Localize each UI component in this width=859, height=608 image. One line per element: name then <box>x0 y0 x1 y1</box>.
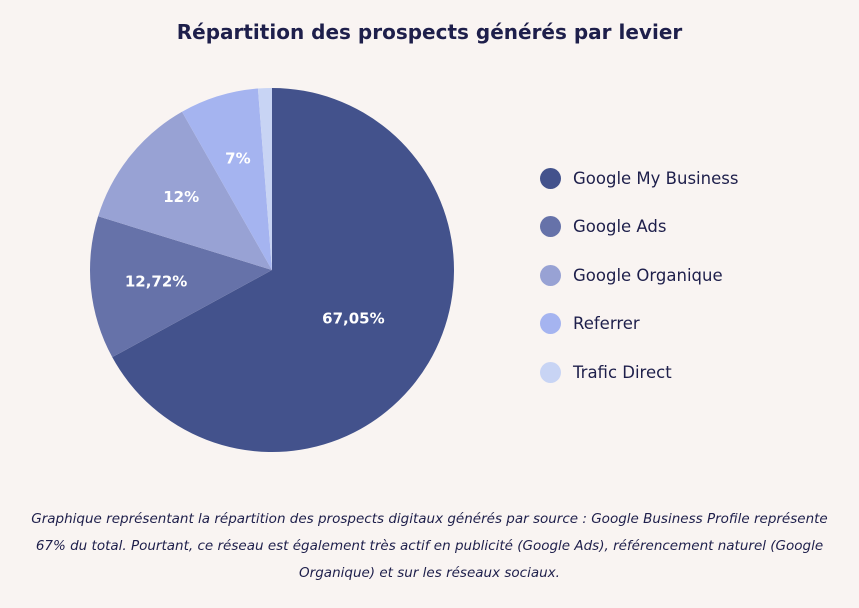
legend-swatch <box>540 264 561 286</box>
legend-item: Referrer <box>540 300 738 349</box>
slice-label: 12,72% <box>125 273 187 291</box>
legend-swatch <box>540 313 561 335</box>
legend: Google My Business Google Ads Google Organ… <box>540 154 738 397</box>
pie-chart: 67,05% 12,72% 12% 7% <box>89 88 454 452</box>
legend-item: Trafic Direct <box>540 348 738 397</box>
legend-item: Google My Business <box>540 154 738 203</box>
slice-label: 7% <box>225 150 250 168</box>
legend-label: Google My Business <box>573 168 739 188</box>
legend-item: Google Organique <box>540 251 738 300</box>
pie-slice-referrer <box>182 88 272 270</box>
pie-slice-google-organique <box>98 111 272 271</box>
slice-label: 12% <box>163 188 199 206</box>
chart-title: Répartition des prospects générés par le… <box>176 20 683 44</box>
legend-label: Referrer <box>573 314 640 334</box>
slice-label: 67,05% <box>322 309 384 327</box>
legend-item: Google Ads <box>540 203 738 252</box>
pie-slice-trafic-direct <box>257 88 272 270</box>
legend-label: Trafic Direct <box>573 362 672 382</box>
pie-slice-google-ads <box>89 216 272 358</box>
legend-swatch <box>540 167 561 189</box>
pie-slice-google-my-business <box>112 88 454 452</box>
legend-swatch <box>540 361 561 383</box>
chart-caption: Graphique représentant la répartition de… <box>31 511 828 581</box>
legend-swatch <box>540 216 561 238</box>
legend-label: Google Ads <box>573 217 667 237</box>
legend-label: Google Organique <box>573 265 723 285</box>
